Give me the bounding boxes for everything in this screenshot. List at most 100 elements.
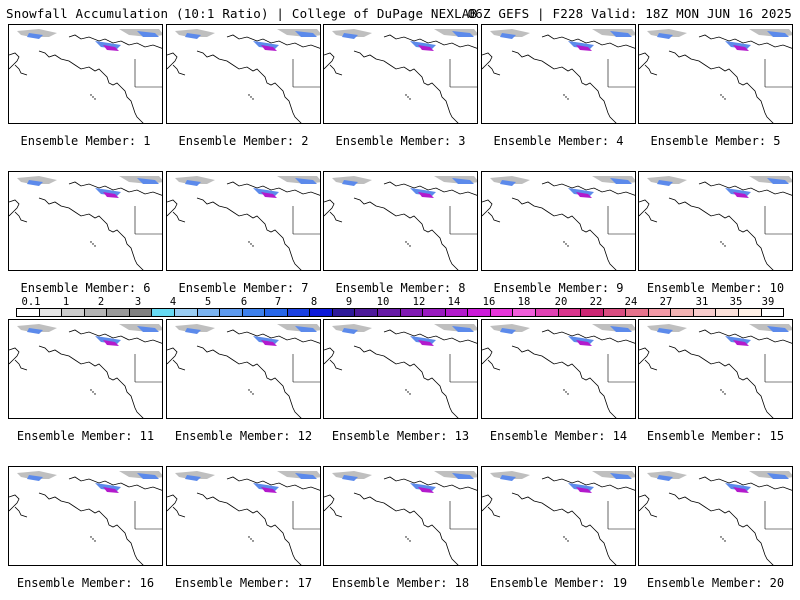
legend-tick-label: 14 (447, 296, 461, 308)
ensemble-member-label: Ensemble Member: 4 (493, 134, 624, 148)
legend-tick-label: 1 (62, 296, 70, 308)
ensemble-map-graphic (482, 29, 635, 123)
ensemble-member-label: Ensemble Member: 20 (646, 576, 785, 590)
ensemble-member-map (323, 171, 478, 271)
legend-tick-label: 27 (659, 296, 673, 308)
ensemble-member-map (481, 24, 636, 124)
legend-swatch (84, 309, 108, 316)
ensemble-member-map (481, 171, 636, 271)
ensemble-map-graphic (482, 471, 635, 565)
ensemble-map-graphic (482, 176, 635, 270)
ensemble-member-map (323, 466, 478, 566)
legend-tick-label: 20 (554, 296, 568, 308)
legend-swatch (693, 309, 717, 316)
legend-tick-label: 24 (624, 296, 638, 308)
legend-tick-label: 10 (376, 296, 390, 308)
legend-swatch (490, 309, 514, 316)
ensemble-member-label: Ensemble Member: 11 (16, 429, 155, 443)
legend-swatch (152, 309, 175, 316)
legend-swatch (310, 309, 333, 316)
legend-colorbar (16, 308, 784, 317)
legend-swatch (648, 309, 672, 316)
legend-swatch (332, 309, 356, 316)
legend-swatch (626, 309, 649, 316)
ensemble-member-label: Ensemble Member: 3 (335, 134, 466, 148)
ensemble-map-graphic (167, 471, 320, 565)
legend-tick-label: 8 (310, 296, 318, 308)
legend-swatch (535, 309, 559, 316)
ensemble-member-label: Ensemble Member: 18 (331, 576, 470, 590)
legend-swatch (107, 309, 130, 316)
ensemble-member-map (8, 466, 163, 566)
legend-swatch (174, 309, 198, 316)
legend-swatch (513, 309, 536, 316)
ensemble-member-label: Ensemble Member: 5 (650, 134, 781, 148)
legend-swatch (423, 309, 446, 316)
ensemble-map-graphic (639, 176, 792, 270)
legend-swatch (468, 309, 491, 316)
legend-swatch (17, 309, 40, 316)
legend-swatch (242, 309, 266, 316)
map-title: Snowfall Accumulation (10:1 Ratio) | Col… (6, 6, 478, 21)
ensemble-member-label: Ensemble Member: 17 (174, 576, 313, 590)
legend-tick-label: 9 (345, 296, 353, 308)
ensemble-member-label: Ensemble Member: 8 (335, 281, 466, 295)
ensemble-map-graphic (9, 324, 162, 418)
legend-tick-label: 22 (589, 296, 603, 308)
ensemble-member-map (323, 319, 478, 419)
ensemble-member-map (166, 171, 321, 271)
legend-swatch (400, 309, 424, 316)
legend-swatch (378, 309, 401, 316)
snowfall-legend: 0.1 1 2 3 4 5 6 7 8 9 10 12 14 16 18 20 22 24 27 31 35 39 (16, 296, 784, 320)
ensemble-member-label: Ensemble Member: 9 (493, 281, 624, 295)
legend-swatch (287, 309, 311, 316)
legend-tick-label: 16 (482, 296, 496, 308)
ensemble-map-graphic (324, 324, 477, 418)
legend-tick-label: 6 (240, 296, 248, 308)
ensemble-map-graphic (639, 324, 792, 418)
ensemble-member-label: Ensemble Member: 10 (646, 281, 785, 295)
legend-swatch (197, 309, 221, 316)
legend-swatch (739, 309, 762, 316)
ensemble-map-graphic (324, 176, 477, 270)
legend-tick-label: 4 (169, 296, 177, 308)
ensemble-member-label: Ensemble Member: 2 (178, 134, 309, 148)
ensemble-map-graphic (9, 176, 162, 270)
legend-swatch (558, 309, 582, 316)
ensemble-member-label: Ensemble Member: 1 (20, 134, 151, 148)
ensemble-member-label: Ensemble Member: 15 (646, 429, 785, 443)
ensemble-member-label: Ensemble Member: 14 (489, 429, 628, 443)
legend-tick-label: 0.1 (21, 296, 41, 308)
ensemble-map-graphic (324, 471, 477, 565)
ensemble-member-map (638, 466, 793, 566)
legend-tick-label: 39 (761, 296, 775, 308)
legend-tick-label: 35 (729, 296, 743, 308)
legend-swatch (129, 309, 153, 316)
ensemble-map-graphic (639, 471, 792, 565)
legend-swatch (355, 309, 378, 316)
ensemble-member-map (638, 319, 793, 419)
legend-tick-label: 31 (695, 296, 709, 308)
ensemble-member-map (166, 466, 321, 566)
legend-swatch (761, 309, 784, 316)
ensemble-member-map (481, 319, 636, 419)
legend-tick-label: 12 (412, 296, 426, 308)
ensemble-member-map (638, 24, 793, 124)
ensemble-member-map (8, 171, 163, 271)
legend-swatch (581, 309, 604, 316)
legend-tick-label: 5 (204, 296, 212, 308)
legend-swatch (716, 309, 739, 316)
ensemble-map-graphic (9, 29, 162, 123)
ensemble-member-map (166, 24, 321, 124)
legend-swatch (671, 309, 694, 316)
ensemble-map-graphic (324, 29, 477, 123)
legend-tick-label: 7 (274, 296, 282, 308)
ensemble-member-label: Ensemble Member: 19 (489, 576, 628, 590)
ensemble-map-graphic (167, 29, 320, 123)
legend-tick-label: 18 (517, 296, 531, 308)
ensemble-member-map (8, 319, 163, 419)
ensemble-member-label: Ensemble Member: 6 (20, 281, 151, 295)
ensemble-member-label: Ensemble Member: 12 (174, 429, 313, 443)
legend-tick-label: 2 (97, 296, 105, 308)
ensemble-member-map (8, 24, 163, 124)
